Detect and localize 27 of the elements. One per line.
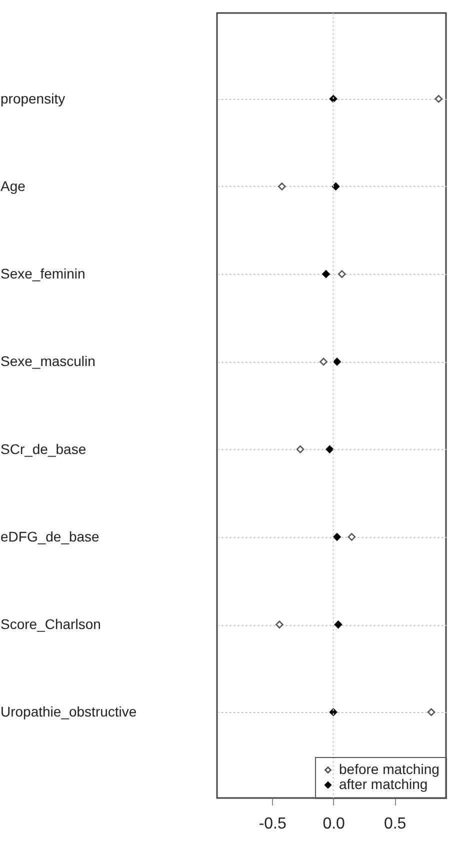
y-tick-label: Sexe_feminin <box>0 266 86 282</box>
y-tick-label: Score_Charlson <box>0 616 101 632</box>
y-tick-label: propensity <box>0 90 66 106</box>
x-tick-label: 0.0 <box>322 816 346 832</box>
legend-label: before matching <box>339 761 440 777</box>
point <box>278 182 286 190</box>
y-tick-label: Age <box>0 178 26 194</box>
y-tick-label: SCr_de_base <box>0 440 86 457</box>
point <box>434 94 443 103</box>
x-tick-label: -0.5 <box>258 816 286 832</box>
point <box>334 620 342 628</box>
point <box>276 620 284 628</box>
y-tick-label: Uropathie_obstructive <box>0 704 137 720</box>
point <box>333 533 341 541</box>
y-tick-label: Sexe_masculin <box>0 353 96 370</box>
x-tick-label: 0.5 <box>384 816 406 832</box>
point <box>322 270 330 278</box>
legend-label: after matching <box>339 776 428 792</box>
point <box>326 445 334 454</box>
y-tick-label: eDFG_de_base <box>0 528 100 544</box>
point <box>332 182 340 190</box>
point <box>427 708 436 716</box>
point <box>338 270 346 278</box>
point <box>348 533 356 541</box>
point <box>296 445 304 454</box>
point <box>320 358 328 366</box>
point <box>333 358 341 366</box>
